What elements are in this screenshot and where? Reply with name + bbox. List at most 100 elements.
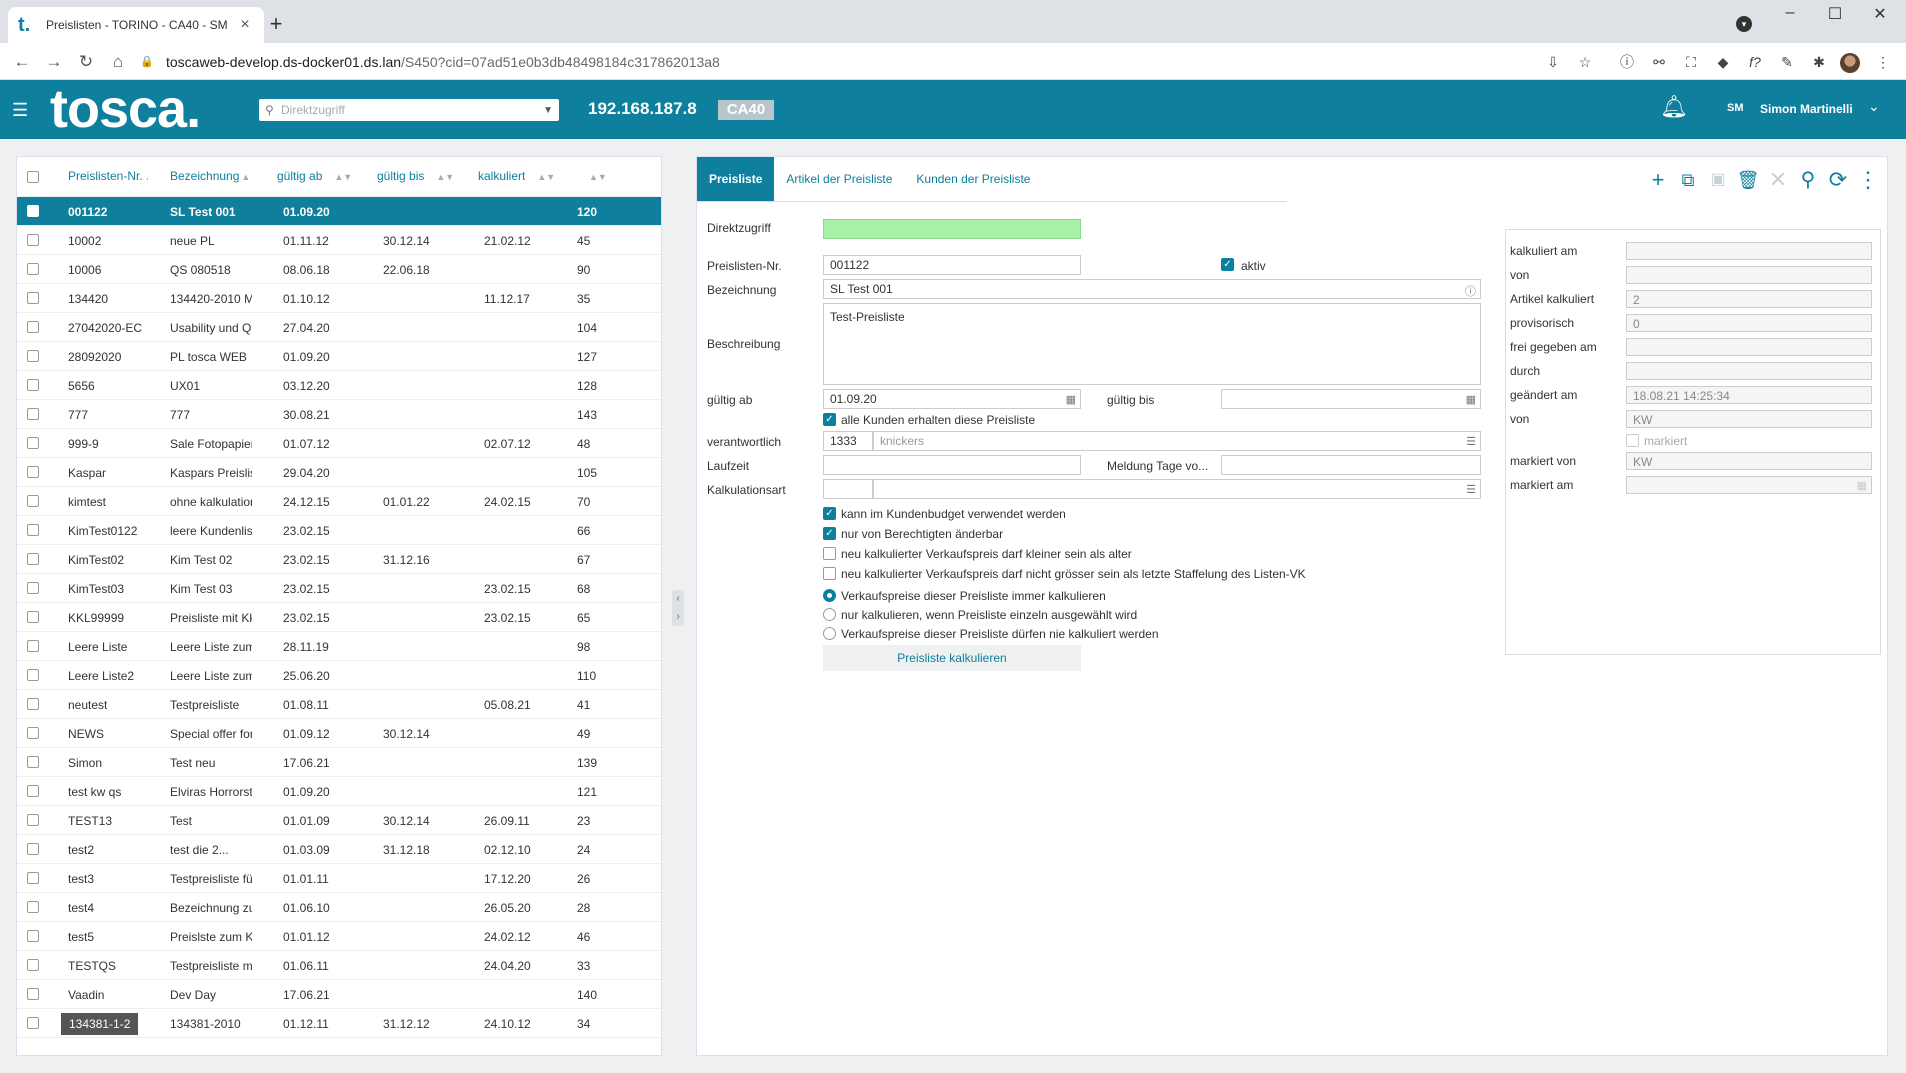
table-row[interactable]: test4 Bezeichnung zu 01.06.10 26.05.20 28 (17, 893, 661, 922)
alle-kunden-checkbox[interactable]: ✓ (823, 413, 836, 426)
row-checkbox[interactable] (27, 321, 39, 333)
nie-radio[interactable] (823, 627, 836, 640)
row-checkbox[interactable] (27, 263, 39, 275)
table-row[interactable]: test5 Preislste zum K 01.01.12 24.02.12 46 (17, 922, 661, 951)
row-checkbox[interactable] (27, 466, 39, 478)
table-row[interactable]: 999-9 Sale Fotopapier 01.07.12 02.07.12 48 (17, 429, 661, 458)
column-header-nr[interactable]: Preislisten-Nr.▲▼ (68, 169, 148, 183)
row-checkbox[interactable] (27, 611, 39, 623)
table-row[interactable]: Vaadin Dev Day 17.06.21 140 (17, 980, 661, 1009)
delete-icon[interactable]: 🗑︎ (1736, 170, 1760, 190)
more-icon[interactable]: ⋮ (1857, 167, 1879, 192)
nr-field[interactable]: 001122 (823, 255, 1081, 275)
row-checkbox[interactable] (27, 698, 39, 710)
tab-preisliste[interactable]: Preisliste (697, 157, 775, 201)
row-checkbox[interactable] (27, 524, 39, 536)
row-checkbox[interactable] (27, 437, 39, 449)
bookmark-star-icon[interactable]: ☆ (1578, 54, 1592, 70)
save-icon[interactable]: ▣ (1710, 171, 1726, 188)
install-icon[interactable]: ⇩ (1547, 54, 1559, 70)
immer-radio[interactable] (823, 589, 836, 602)
search-icon[interactable]: ⚲ (1800, 169, 1816, 191)
list-icon[interactable]: ☰ (1466, 484, 1476, 496)
row-checkbox[interactable] (27, 901, 39, 913)
calendar-icon[interactable]: ▦ (1465, 394, 1476, 406)
gueltig-ab-field[interactable]: 01.09.20 ▦ (823, 389, 1081, 409)
column-header-gueltig-bis[interactable]: gültig bis ▲▼ (377, 169, 455, 183)
table-row[interactable]: Simon Test neu 17.06.21 139 (17, 748, 661, 777)
eyedropper-icon[interactable]: ✎ (1781, 54, 1793, 70)
cancel-icon[interactable]: ✕ (1768, 167, 1788, 192)
table-row[interactable]: 5656 UX01 03.12.20 128 (17, 371, 661, 400)
forward-icon[interactable]: → (45, 52, 63, 71)
row-checkbox[interactable] (27, 872, 39, 884)
row-checkbox[interactable] (27, 756, 39, 768)
verantwortlich-code-field[interactable]: 1333 (823, 431, 873, 451)
table-row[interactable]: kimtest ohne kalkulation 24.12.15 01.01.22 2… (17, 487, 661, 516)
kalkulationsart-code-field[interactable] (823, 479, 873, 499)
home-icon[interactable]: ⌂ (112, 52, 124, 71)
url-field[interactable]: 🔒 toscaweb-develop.ds-docker01.ds.lan/S4… (140, 48, 1560, 75)
kleiner-checkbox[interactable] (823, 547, 836, 560)
tab-kunden[interactable]: Kunden der Preisliste (916, 172, 1031, 186)
minimize-icon[interactable]: – (1785, 4, 1795, 21)
kundenbudget-checkbox[interactable]: ✓ (823, 507, 836, 520)
gueltig-bis-field[interactable]: ▦ (1221, 389, 1481, 409)
browser-tab[interactable]: t. Preislisten - TORINO - CA40 - SM × (8, 7, 264, 43)
column-header-kalkuliert[interactable]: kalkuliert ▲▼ (478, 169, 556, 183)
row-checkbox[interactable] (27, 785, 39, 797)
row-checkbox[interactable] (27, 495, 39, 507)
window-close-icon[interactable]: ✕ (1873, 6, 1887, 23)
user-name[interactable]: Simon Martinelli (1760, 102, 1853, 116)
row-checkbox[interactable] (27, 292, 39, 304)
table-row[interactable]: 134381-1-2 134381-2010 01.12.11 31.12.12 24.… (17, 1009, 661, 1038)
row-checkbox[interactable] (27, 1017, 39, 1029)
table-row[interactable]: test2 test die 2... 01.03.09 31.12.18 02.12.… (17, 835, 661, 864)
row-checkbox[interactable] (27, 988, 39, 1000)
screenshot-icon[interactable]: ⛶ (1686, 54, 1696, 70)
copy-icon[interactable]: ⧉ (1681, 170, 1695, 190)
table-row[interactable]: KimTest02 Kim Test 02 23.02.15 31.12.16 67 (17, 545, 661, 574)
column-header-bezeichnung[interactable]: Bezeichnung▲▼ (170, 169, 250, 183)
meldung-field[interactable] (1221, 455, 1481, 475)
table-row[interactable]: KimTest0122 leere Kundenlist 23.02.15 66 (17, 516, 661, 545)
table-row[interactable]: Kaspar Kaspars Preislis 29.04.20 105 (17, 458, 661, 487)
verantwortlich-name-field[interactable]: knickers ☰ (873, 431, 1481, 451)
table-row[interactable]: Leere Liste2 Leere Liste zum 25.06.20 110 (17, 661, 661, 690)
row-checkbox[interactable] (27, 234, 39, 246)
tab-artikel[interactable]: Artikel der Preisliste (786, 172, 893, 186)
table-row[interactable]: KimTest03 Kim Test 03 23.02.15 23.02.15 68 (17, 574, 661, 603)
row-checkbox[interactable] (27, 640, 39, 652)
table-row[interactable]: 134420 134420-2010 Mi 01.10.12 11.12.17 35 (17, 284, 661, 313)
berechtigte-checkbox[interactable]: ✓ (823, 527, 836, 540)
row-checkbox[interactable] (27, 408, 39, 420)
function-icon[interactable]: f? (1749, 54, 1761, 70)
table-row[interactable]: Leere Liste Leere Liste zum 28.11.19 98 (17, 632, 661, 661)
calculate-button[interactable]: Preisliste kalkulieren (823, 645, 1081, 671)
table-row[interactable]: 001122 SL Test 001 01.09.20 120 (17, 197, 661, 226)
table-row[interactable]: 10002 neue PL 01.11.12 30.12.14 21.02.12 45 (17, 226, 661, 255)
column-header-id[interactable]: ▲▼ (589, 172, 607, 182)
bell-icon[interactable]: 🔔︎ (1660, 94, 1688, 119)
row-checkbox[interactable] (27, 553, 39, 565)
reload-icon[interactable]: ↻ (78, 52, 94, 71)
table-row[interactable]: test kw qs Elviras Horrorstc 01.09.20 121 (17, 777, 661, 806)
row-checkbox[interactable] (27, 350, 39, 362)
back-icon[interactable]: ← (13, 52, 31, 71)
password-manager-icon[interactable]: ⓘ (1620, 54, 1634, 70)
table-row[interactable]: TEST13 Test 01.01.09 30.12.14 26.09.11 23 (17, 806, 661, 835)
browser-menu-icon[interactable]: ⋮ (1876, 54, 1890, 70)
row-checkbox[interactable] (27, 727, 39, 739)
table-row[interactable]: 10006 QS 080518 08.06.18 22.06.18 90 (17, 255, 661, 284)
table-row[interactable]: 27042020-EC Usability und QS 27.04.20 104 (17, 313, 661, 342)
direktzugriff-field[interactable] (823, 219, 1081, 239)
puzzle-icon[interactable]: ✱ (1813, 54, 1825, 70)
refresh-icon[interactable]: ⟳ (1828, 167, 1848, 192)
list-icon[interactable]: ☰ (1466, 436, 1476, 448)
groesser-checkbox[interactable] (823, 567, 836, 580)
row-checkbox[interactable] (27, 930, 39, 942)
row-checkbox[interactable] (27, 814, 39, 826)
einzeln-radio[interactable] (823, 608, 836, 621)
close-icon[interactable]: × (240, 16, 250, 33)
table-row[interactable]: TESTQS Testpreisliste m 01.06.11 24.04.20 33 (17, 951, 661, 980)
